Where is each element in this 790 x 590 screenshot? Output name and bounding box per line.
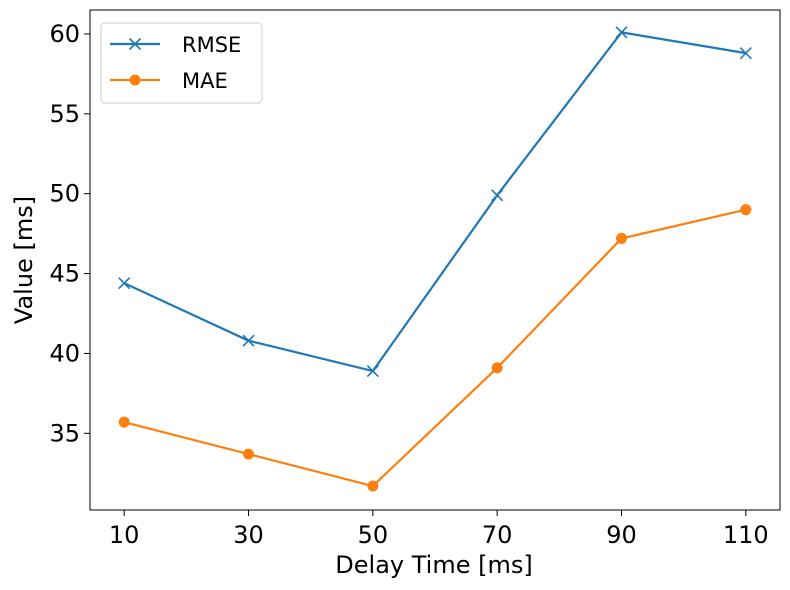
x-tick-label: 30 xyxy=(233,521,264,549)
x-marker-stroke xyxy=(739,47,752,60)
x-marker-stroke xyxy=(128,37,142,51)
x-tick-label: 70 xyxy=(482,521,513,549)
y-axis-ticks: 35 40 45 50 55 60 xyxy=(49,20,90,447)
y-axis-label: Value [ms] xyxy=(10,196,38,324)
x-marker-stroke xyxy=(242,334,255,347)
legend-label-mae: MAE xyxy=(182,69,228,93)
data-point-rmse xyxy=(739,47,752,60)
legend-label-rmse: RMSE xyxy=(182,33,241,57)
x-marker-stroke xyxy=(118,277,131,290)
x-axis-label: Delay Time [ms] xyxy=(335,551,532,579)
x-tick-label: 110 xyxy=(723,521,769,549)
y-tick-label: 55 xyxy=(49,100,80,128)
x-marker-stroke xyxy=(491,189,504,202)
plot-frame xyxy=(89,9,781,511)
y-tick-label: 60 xyxy=(49,20,80,48)
series-layer xyxy=(118,26,752,492)
data-point-rmse xyxy=(118,277,131,290)
y-tick-label: 35 xyxy=(49,419,80,447)
x-marker-stroke xyxy=(615,26,628,39)
legend: RMSE MAE xyxy=(100,22,263,104)
data-point-mae xyxy=(243,448,255,460)
series-line-mae xyxy=(123,208,747,488)
x-axis-ticks: 10 30 50 70 90 110 xyxy=(109,510,769,549)
legend-marker-rmse xyxy=(128,37,142,51)
data-point-rmse xyxy=(615,26,628,39)
y-tick-label: 40 xyxy=(49,339,80,367)
y-tick-label: 45 xyxy=(49,260,80,288)
data-point-mae xyxy=(118,416,130,428)
series-line-rmse xyxy=(123,31,746,373)
data-point-rmse xyxy=(242,334,255,347)
data-point-rmse xyxy=(366,364,379,378)
y-tick-label: 50 xyxy=(49,180,80,208)
x-tick-label: 50 xyxy=(358,521,389,549)
data-point-rmse xyxy=(491,189,504,202)
legend-marker-mae xyxy=(129,74,141,86)
data-point-mae xyxy=(615,232,627,244)
data-point-mae xyxy=(491,362,503,374)
x-tick-label: 10 xyxy=(109,521,140,549)
data-point-mae xyxy=(367,480,379,492)
x-tick-label: 90 xyxy=(606,521,637,549)
x-marker-stroke xyxy=(366,364,379,378)
data-point-mae xyxy=(740,204,752,216)
